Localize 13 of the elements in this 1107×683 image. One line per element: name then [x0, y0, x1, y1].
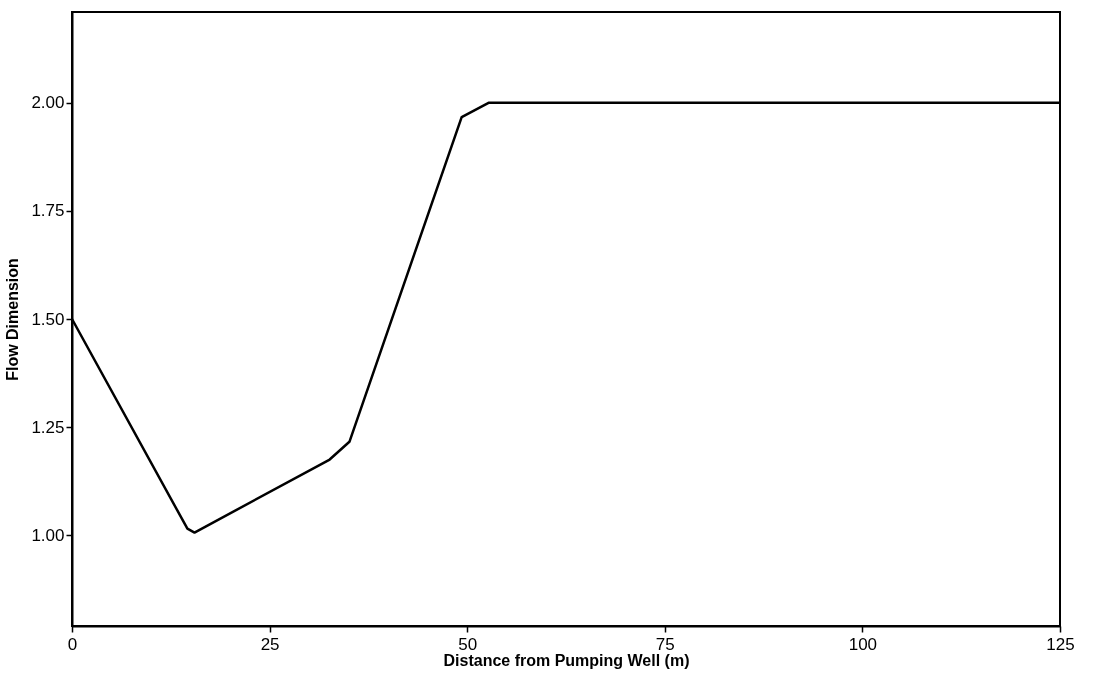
y-tick-label: 1.25 — [31, 417, 65, 437]
x-tick-label: 25 — [260, 634, 280, 654]
y-tick-label: 2.00 — [31, 93, 65, 113]
y-tick-label: 1.00 — [31, 525, 65, 545]
x-tick-label: 0 — [67, 634, 78, 654]
x-tick-label: 100 — [848, 634, 878, 654]
y-tick-label: 1.75 — [31, 201, 65, 221]
x-tick-label: 75 — [655, 634, 675, 654]
x-tick-label: 50 — [458, 634, 478, 654]
x-tick-label: 125 — [1046, 634, 1075, 654]
x-axis-title: Distance from Pumping Well (m) — [443, 651, 690, 669]
y-tick-label: 1.50 — [31, 309, 65, 329]
y-axis-title: Flow Dimension — [4, 258, 22, 381]
